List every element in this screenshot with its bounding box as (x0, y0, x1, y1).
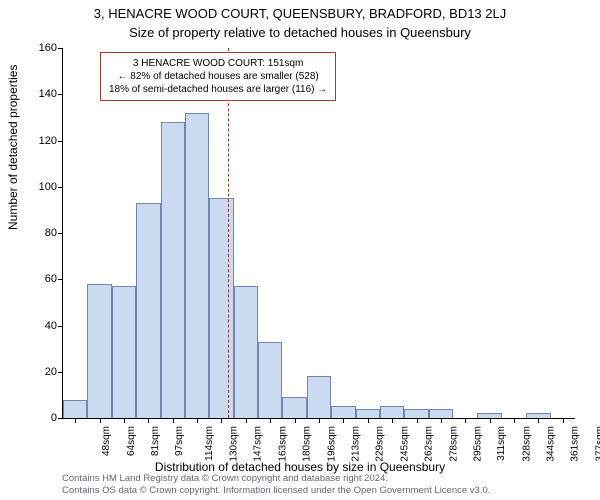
x-tick (441, 418, 442, 423)
histogram-bar (185, 113, 209, 418)
y-tick (58, 372, 63, 373)
x-tick-label: 48sqm (101, 426, 112, 456)
x-tick (173, 418, 174, 423)
histogram-chart: 3, HENACRE WOOD COURT, QUEENSBURY, BRADF… (0, 0, 600, 500)
histogram-bar (112, 286, 136, 418)
histogram-bar (234, 286, 258, 418)
y-tick (58, 187, 63, 188)
x-tick (221, 418, 222, 423)
x-axis-label: Distribution of detached houses by size … (0, 460, 600, 474)
y-tick (58, 233, 63, 234)
x-tick (148, 418, 149, 423)
x-tick-label: 311sqm (496, 426, 507, 461)
y-tick-label: 80 (45, 227, 57, 239)
y-tick-label: 140 (39, 88, 57, 100)
x-tick (417, 418, 418, 423)
histogram-bar (307, 376, 331, 418)
x-tick (563, 418, 564, 423)
x-tick (514, 418, 515, 423)
x-tick-label: 377sqm (594, 426, 600, 462)
x-tick (197, 418, 198, 423)
x-tick (295, 418, 296, 423)
y-tick (58, 418, 63, 419)
footer-line1: Contains HM Land Registry data © Crown c… (62, 473, 490, 484)
histogram-bar (209, 198, 233, 418)
y-tick (58, 279, 63, 280)
x-tick (368, 418, 369, 423)
histogram-bar (429, 409, 453, 418)
x-tick-label: 295sqm (472, 426, 483, 462)
histogram-bar (380, 406, 404, 418)
x-tick-label: 97sqm (174, 426, 185, 456)
y-tick (58, 48, 63, 49)
x-tick-label: 328sqm (521, 426, 532, 462)
footer-line2: Contains OS data © Crown copyright. Info… (62, 485, 490, 496)
plot-area (62, 48, 575, 419)
x-tick (319, 418, 320, 423)
x-tick-label: 229sqm (375, 426, 386, 462)
reference-line (228, 48, 230, 418)
histogram-bar (136, 203, 160, 418)
x-tick-label: 114sqm (204, 426, 215, 461)
x-tick (270, 418, 271, 423)
y-tick-label: 160 (39, 42, 57, 54)
x-tick-label: 180sqm (302, 426, 313, 462)
annotation-box: 3 HENACRE WOOD COURT: 151sqm← 82% of det… (100, 52, 336, 101)
x-tick (124, 418, 125, 423)
y-tick (58, 141, 63, 142)
x-tick-label: 147sqm (253, 426, 264, 462)
annotation-line2: ← 82% of detached houses are smaller (52… (109, 70, 327, 83)
y-tick (58, 94, 63, 95)
histogram-bar (282, 397, 306, 418)
y-tick-label: 20 (45, 366, 57, 378)
y-tick (58, 326, 63, 327)
histogram-bar (331, 406, 355, 418)
chart-footer: Contains HM Land Registry data © Crown c… (62, 473, 490, 496)
annotation-line3: 18% of semi-detached houses are larger (… (109, 83, 327, 96)
histogram-bar (161, 122, 185, 418)
x-tick-label: 361sqm (570, 426, 581, 462)
x-tick (100, 418, 101, 423)
x-tick-label: 64sqm (126, 426, 137, 456)
y-axis-label: Number of detached properties (6, 65, 20, 230)
x-tick-label: 81sqm (150, 426, 161, 456)
histogram-bar (258, 342, 282, 418)
x-tick (538, 418, 539, 423)
x-tick-label: 278sqm (448, 426, 459, 462)
x-tick-label: 213sqm (351, 426, 362, 462)
x-tick (392, 418, 393, 423)
y-tick-label: 40 (45, 320, 57, 332)
x-tick-label: 196sqm (326, 426, 337, 462)
x-tick-label: 245sqm (399, 426, 410, 462)
x-tick-label: 262sqm (424, 426, 435, 462)
x-tick (343, 418, 344, 423)
x-tick-label: 163sqm (277, 426, 288, 462)
x-tick (75, 418, 76, 423)
y-tick-label: 120 (39, 135, 57, 147)
histogram-bar (356, 409, 380, 418)
y-tick-label: 0 (51, 412, 57, 424)
histogram-bar (404, 409, 428, 418)
y-tick-label: 60 (45, 273, 57, 285)
chart-title-line1: 3, HENACRE WOOD COURT, QUEENSBURY, BRADF… (0, 6, 600, 21)
x-tick-label: 344sqm (546, 426, 557, 462)
x-tick-label: 130sqm (229, 426, 240, 462)
x-tick (490, 418, 491, 423)
histogram-bar (63, 400, 87, 419)
chart-title-line2: Size of property relative to detached ho… (0, 25, 600, 40)
x-tick (246, 418, 247, 423)
histogram-bar (87, 284, 111, 418)
x-tick (465, 418, 466, 423)
annotation-line1: 3 HENACRE WOOD COURT: 151sqm (109, 57, 327, 70)
y-tick-label: 100 (39, 181, 57, 193)
